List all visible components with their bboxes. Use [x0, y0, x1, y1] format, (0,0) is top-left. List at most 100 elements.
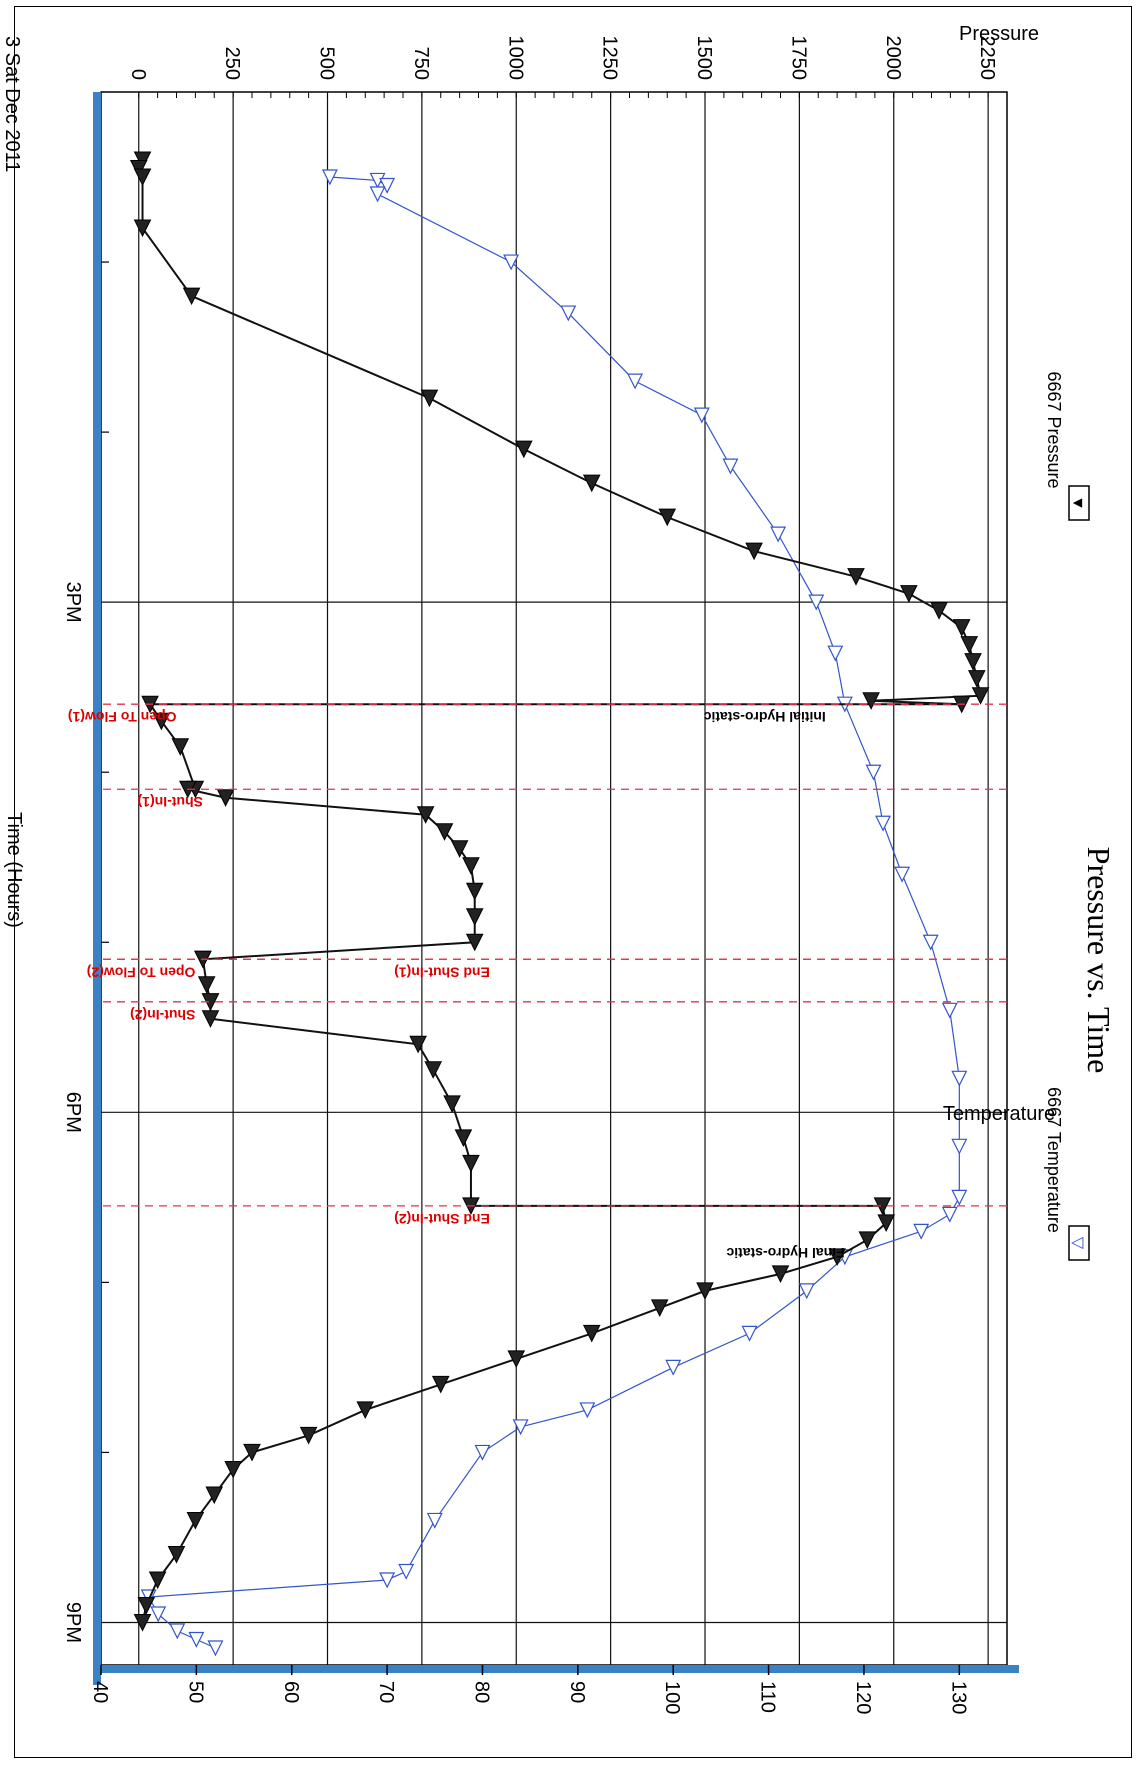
pressure-point: [858, 1231, 877, 1249]
pressure-tick-label: 2250: [976, 36, 998, 81]
pressure-tick-label: 750: [410, 47, 432, 80]
temperature-point: [913, 1223, 930, 1240]
temperature-point: [398, 1563, 415, 1580]
temperature-point: [941, 1002, 958, 1019]
pressure-point: [416, 806, 435, 824]
pressure-tick-label: 500: [316, 47, 338, 80]
time-tick-label: 9PM: [62, 1602, 84, 1643]
pressure-tick-label: 0: [127, 69, 149, 80]
pressure-point: [771, 1265, 790, 1283]
temperature-point: [579, 1402, 596, 1419]
temperature-point: [922, 934, 939, 951]
temperature-point: [894, 866, 911, 883]
pressure-point: [952, 619, 971, 637]
temperature-point: [560, 305, 577, 322]
temperature-series-line: [147, 176, 960, 1649]
y-axis-label-temperature: Temperature: [943, 1103, 1055, 1125]
pressure-point: [960, 636, 979, 654]
temperature-tick-label: 110: [757, 1681, 779, 1713]
pressure-point: [462, 1154, 480, 1173]
pressure-point: [420, 389, 439, 408]
events-layer: Initial Hydro-static Open To Flow(1) Shut-…: [68, 703, 1007, 1261]
pressure-point: [243, 1443, 261, 1462]
temperature-point: [798, 1283, 815, 1300]
pressure-point: [216, 789, 235, 807]
temperature-point: [865, 764, 882, 781]
chart-title: Pressure vs. Time: [1081, 847, 1117, 1074]
event-marker-label: Open To Flow(1): [68, 709, 177, 725]
temperature-point: [741, 1325, 758, 1342]
pressure-point: [224, 1460, 242, 1479]
date-label: 3 Sat Dec 2011: [1, 36, 23, 172]
pressure-tick-label: 1000: [504, 36, 526, 81]
pressure-point: [465, 933, 484, 952]
pressure-point: [582, 474, 601, 493]
temperature-point: [941, 1206, 958, 1223]
pressure-point: [299, 1426, 318, 1445]
temperature-point: [169, 1623, 186, 1640]
pressure-point: [133, 168, 152, 187]
pressure-point: [900, 585, 918, 603]
pressure-point: [465, 882, 484, 901]
pressure-point: [148, 1571, 167, 1590]
pressure-point: [443, 1095, 461, 1113]
temperature-point: [150, 1606, 167, 1623]
temperature-point: [770, 526, 787, 543]
pressure-point: [862, 692, 880, 710]
temperature-point: [951, 1189, 968, 1206]
legend-temperature[interactable]: ▽ 6667 Temperature: [1044, 1087, 1090, 1261]
pressure-point: [507, 1350, 526, 1369]
pressure-point: [133, 151, 152, 170]
temperature-point: [207, 1640, 224, 1657]
pressure-point: [847, 568, 865, 586]
temperature-point: [369, 186, 386, 203]
legend-pressure-marker: ▼: [1069, 495, 1086, 511]
temperature-tick-label: 60: [280, 1681, 302, 1703]
pressure-point: [450, 840, 469, 858]
temperature-point: [693, 407, 710, 424]
event-marker-label: Shut-In(2): [130, 1007, 195, 1023]
legend-temperature-box[interactable]: [1068, 1225, 1090, 1261]
legend-temperature-marker: ▽: [1069, 1237, 1086, 1250]
legend-pressure-label: 6667 Pressure: [1044, 371, 1064, 488]
pressure-point: [465, 908, 484, 926]
plot-border: [100, 91, 1008, 1666]
pressure-point: [201, 1010, 220, 1028]
temperature-tick-label: 80: [470, 1681, 492, 1703]
pressure-point: [129, 160, 148, 178]
temperature-tick-label: 90: [566, 1681, 588, 1703]
pressure-point: [514, 440, 533, 459]
temperature-point: [875, 815, 891, 832]
pressure-point: [964, 653, 982, 671]
pressure-point: [971, 687, 990, 705]
temperature-tick-label: 40: [89, 1681, 111, 1703]
pressure-point: [435, 823, 454, 841]
pressure-tick-label: 2000: [882, 36, 904, 81]
legend-temperature-label: 6667 Temperature: [1044, 1087, 1064, 1233]
pressure-point: [431, 1375, 450, 1394]
pressure-point: [197, 976, 216, 994]
temperature-tick-label: 130: [947, 1681, 969, 1714]
legend-pressure-box[interactable]: [1068, 485, 1090, 521]
pressure-point: [828, 1248, 846, 1266]
pressure-point: [167, 1545, 186, 1564]
temperature-point: [951, 1138, 968, 1155]
grid-layer: [101, 92, 1007, 1665]
pressure-point: [650, 1299, 669, 1318]
event-marker-label: End Shut-In(1): [394, 964, 490, 980]
temperature-point: [627, 373, 644, 390]
temperature-point: [827, 645, 844, 662]
pressure-point: [137, 1596, 156, 1615]
accent-bar-bottom: [93, 92, 101, 1685]
series-layer: [129, 151, 990, 1657]
pressure-point: [967, 670, 986, 688]
pressure-tick-label: 1750: [787, 36, 809, 81]
legend-pressure[interactable]: ▼ 6667 Pressure: [1044, 371, 1090, 521]
pressure-point: [582, 1324, 601, 1343]
pressure-point: [696, 1282, 714, 1300]
pressure-point: [205, 1486, 224, 1505]
pressure-point: [171, 738, 190, 756]
time-tick-label: 3PM: [62, 582, 84, 623]
pressure-point: [133, 219, 152, 238]
